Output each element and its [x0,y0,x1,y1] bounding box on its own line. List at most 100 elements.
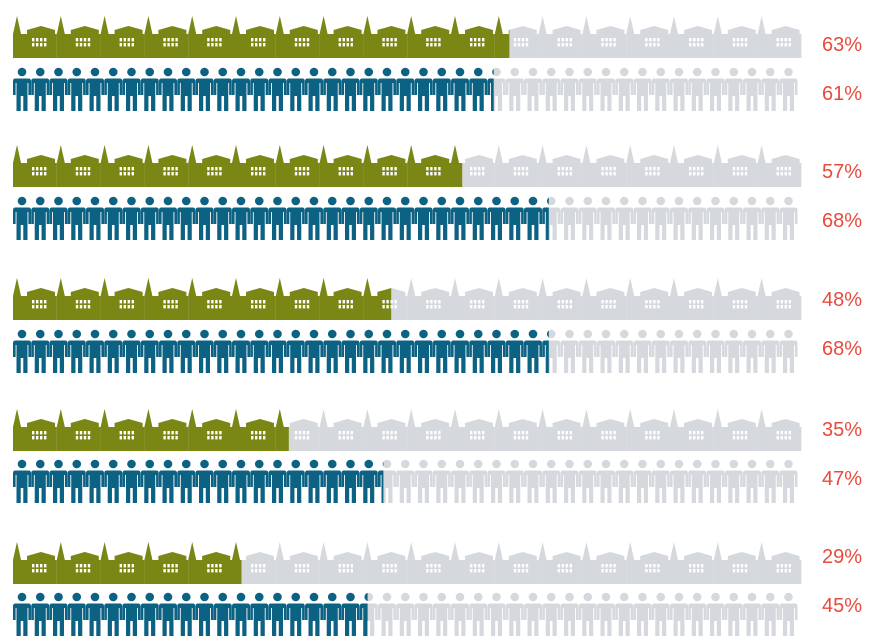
pictograph-group: 48% 68% [13,278,862,373]
person-icon [378,592,396,636]
person-icon [104,592,123,636]
factory-icon [56,542,101,584]
factory-icon [232,409,276,451]
factory-percent-label: 57% [822,161,862,183]
person-icon [469,196,488,240]
factory-icon [757,409,802,451]
person-icon [487,329,506,373]
person-icon [560,459,579,503]
factory-icon [407,145,451,187]
pictograph-group: 35% 47% [13,409,862,503]
factory-icon [538,409,583,451]
person-icon [159,67,177,111]
factory-icon [319,16,364,58]
person-icon [104,67,123,111]
person-icon [104,329,123,373]
person-icon [359,459,378,503]
person-row [13,196,798,240]
person-icon [286,67,305,111]
person-icon [159,329,177,373]
person-percent-label: 45% [822,595,862,617]
factory-icon [144,542,189,584]
factory-icon [363,16,408,58]
person-icon [323,459,342,503]
factory-icon [670,16,714,58]
person-icon [706,459,725,503]
person-icon [268,329,287,373]
person-icon [633,196,652,240]
person-icon [67,67,86,111]
person-percent-label: 68% [822,338,862,360]
person-icon [177,329,196,373]
person-icon [651,592,670,636]
person-icon [13,67,31,111]
person-icon [597,592,615,636]
person-icon [432,67,451,111]
person-icon [670,329,688,373]
person-icon [232,67,250,111]
person-icon [560,196,579,240]
person-icon [542,592,561,636]
person-icon [651,329,670,373]
person-icon [67,329,86,373]
person-icon [505,459,524,503]
person-icon [341,592,360,636]
person-icon [706,592,725,636]
person-icon [487,67,506,111]
person-icon [761,196,780,240]
person-icon [743,459,761,503]
person-icon [451,459,469,503]
person-icon [13,592,31,636]
person-icon [779,67,798,111]
factory-icon [407,542,451,584]
person-icon [597,459,615,503]
factory-icon [494,145,539,187]
factory-icon [538,145,583,187]
person-icon [49,67,68,111]
factory-percent-label: 63% [822,34,862,56]
person-icon [323,196,342,240]
person-icon [688,592,707,636]
factory-icon [407,409,451,451]
person-row [13,592,798,636]
factory-icon [626,542,670,584]
person-icon [414,329,433,373]
person-icon [724,329,743,373]
factory-icon [188,278,232,320]
person-icon [359,196,378,240]
factory-icon [13,278,57,320]
person-icon [305,196,323,240]
person-icon [378,196,396,240]
person-icon [213,67,232,111]
person-icon [414,67,433,111]
person-icon [396,67,415,111]
person-icon [286,196,305,240]
factory-icon [670,145,714,187]
factory-icon [144,278,189,320]
factory-icon [757,145,802,187]
person-icon [31,329,50,373]
factory-icon [100,145,145,187]
person-icon [487,592,506,636]
factory-icon [100,409,145,451]
person-icon [670,196,688,240]
factory-icon [188,409,232,451]
person-icon [195,459,214,503]
pictograph-group: 63% 61% [13,16,862,111]
person-icon [104,196,123,240]
factory-icon [144,409,189,451]
factory-icon [538,542,583,584]
person-icon [651,67,670,111]
factory-icon [626,409,670,451]
factory-icon [232,278,276,320]
person-icon [487,459,506,503]
person-icon [651,459,670,503]
factory-icon [713,278,758,320]
factory-icon [582,145,627,187]
person-icon [670,459,688,503]
person-icon [232,459,250,503]
factory-icon [144,16,189,58]
person-row [13,329,798,373]
person-icon [633,592,652,636]
person-icon [615,329,634,373]
